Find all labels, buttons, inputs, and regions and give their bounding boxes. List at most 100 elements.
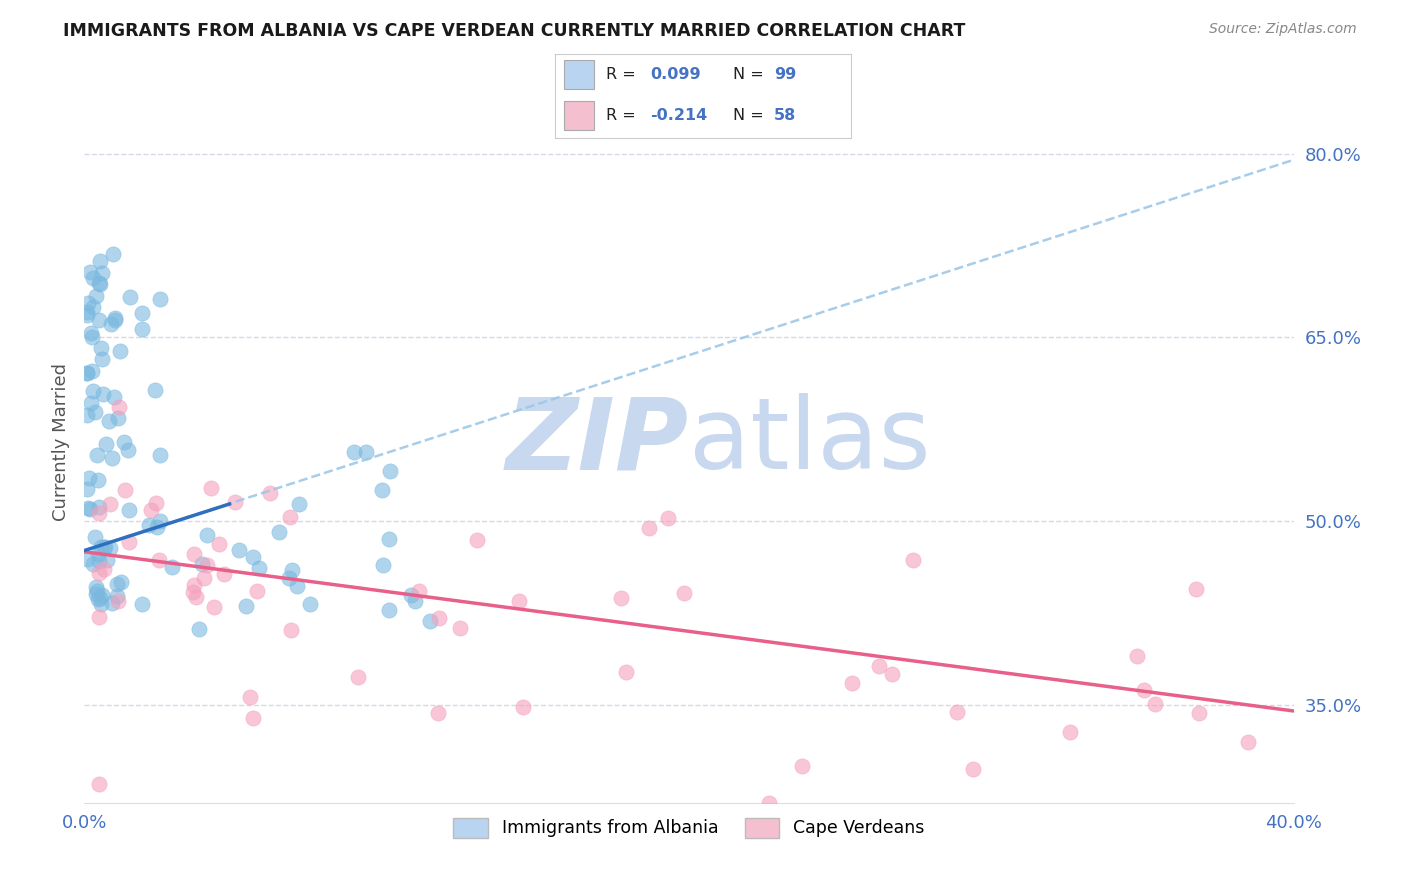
Text: ZIP: ZIP xyxy=(506,393,689,490)
Point xyxy=(76,408,98,422)
Point xyxy=(90,540,112,554)
Point xyxy=(76,482,98,496)
Point xyxy=(80,330,103,344)
Point xyxy=(87,554,110,568)
Point xyxy=(83,404,105,418)
Point xyxy=(149,448,172,462)
Point xyxy=(94,540,117,554)
Point xyxy=(91,588,114,602)
Point xyxy=(98,497,121,511)
Point xyxy=(224,495,246,509)
Point xyxy=(149,292,172,306)
Point xyxy=(401,588,423,602)
Text: R =: R = xyxy=(606,108,641,123)
Point xyxy=(242,549,264,564)
Point xyxy=(84,288,107,302)
Point xyxy=(89,591,111,606)
Point xyxy=(183,547,205,561)
Point xyxy=(408,583,430,598)
Text: 0.099: 0.099 xyxy=(650,67,700,82)
Point xyxy=(79,502,101,516)
Point xyxy=(371,483,394,497)
Point xyxy=(841,675,863,690)
Point xyxy=(104,313,127,327)
Text: IMMIGRANTS FROM ALBANIA VS CAPE VERDEAN CURRENTLY MARRIED CORRELATION CHART: IMMIGRANTS FROM ALBANIA VS CAPE VERDEAN … xyxy=(63,22,966,40)
Point xyxy=(98,541,121,556)
Point xyxy=(247,561,270,575)
Point xyxy=(110,575,132,590)
Point xyxy=(76,501,98,516)
Point xyxy=(145,495,167,509)
Text: -0.214: -0.214 xyxy=(650,108,707,123)
Point xyxy=(610,591,633,605)
Point xyxy=(101,247,124,261)
Point xyxy=(1188,706,1211,720)
Point xyxy=(91,352,114,367)
Point xyxy=(101,596,124,610)
Point xyxy=(343,445,366,459)
Point xyxy=(101,450,124,465)
Point xyxy=(191,557,214,571)
Point xyxy=(82,270,104,285)
Point xyxy=(404,593,426,607)
Point xyxy=(235,599,257,613)
Point xyxy=(89,610,111,624)
Point xyxy=(89,777,111,791)
Point xyxy=(84,587,107,601)
Point xyxy=(962,762,984,776)
Point xyxy=(212,567,235,582)
Point xyxy=(107,400,129,414)
Point xyxy=(903,553,925,567)
Point xyxy=(96,553,118,567)
Point xyxy=(100,317,122,331)
Point xyxy=(114,483,136,497)
Point xyxy=(76,552,98,566)
Point xyxy=(91,387,114,401)
Point xyxy=(673,586,696,600)
Point xyxy=(131,322,153,336)
Point xyxy=(105,589,128,603)
Point xyxy=(1059,725,1081,739)
Point xyxy=(76,366,98,380)
Point xyxy=(188,622,211,636)
Point xyxy=(89,500,111,514)
Point xyxy=(87,473,110,487)
Point xyxy=(186,591,208,605)
Legend: Immigrants from Albania, Cape Verdeans: Immigrants from Albania, Cape Verdeans xyxy=(446,811,932,845)
Point xyxy=(131,597,153,611)
Point xyxy=(80,326,103,340)
Point xyxy=(87,313,110,327)
Point xyxy=(267,525,290,540)
Point xyxy=(118,290,141,304)
Point xyxy=(208,537,231,551)
Point xyxy=(200,481,222,495)
Point xyxy=(426,706,449,721)
Point xyxy=(93,540,115,554)
Point xyxy=(449,622,471,636)
Point xyxy=(160,559,183,574)
Point xyxy=(614,665,637,680)
Point xyxy=(183,578,205,592)
Point xyxy=(107,593,129,607)
Point xyxy=(202,599,225,614)
Point xyxy=(288,497,311,511)
Point xyxy=(280,623,302,637)
Point xyxy=(790,759,813,773)
Point xyxy=(285,579,308,593)
Point xyxy=(89,253,111,268)
Point xyxy=(465,533,488,548)
Point xyxy=(657,511,679,525)
Point xyxy=(195,558,218,572)
Point xyxy=(86,584,108,599)
Point xyxy=(89,506,111,520)
Point xyxy=(131,306,153,320)
Point xyxy=(91,266,114,280)
Point xyxy=(149,514,172,528)
Point xyxy=(90,341,112,355)
Point xyxy=(79,265,101,279)
Point xyxy=(141,502,163,516)
Text: Source: ZipAtlas.com: Source: ZipAtlas.com xyxy=(1209,22,1357,37)
Point xyxy=(377,532,399,546)
Point xyxy=(107,410,129,425)
Point xyxy=(242,711,264,725)
